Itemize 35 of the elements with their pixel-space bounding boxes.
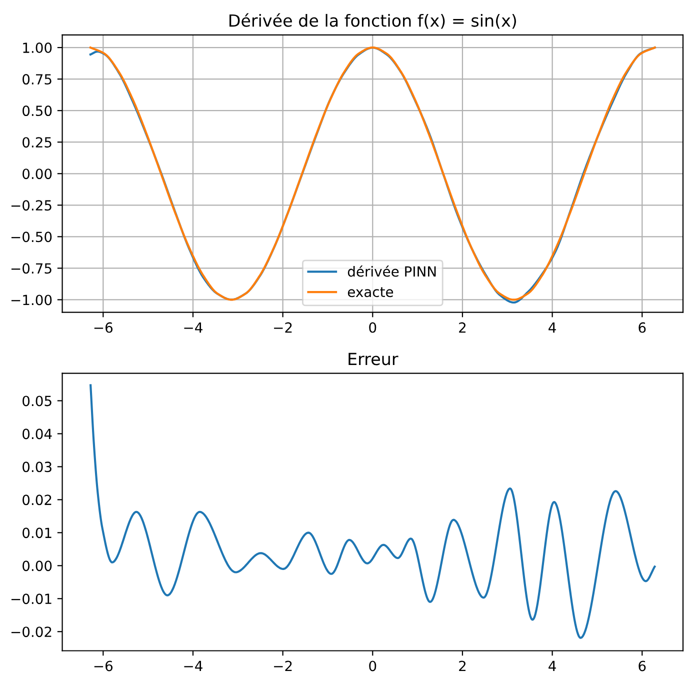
y-tick-label: 0.04 — [22, 428, 52, 440]
x-tick-label: 6 — [638, 660, 646, 672]
y-tick-label: 1.00 — [23, 42, 52, 54]
y-tick-label: −0.50 — [11, 232, 52, 242]
y-tick-label: −0.75 — [11, 263, 52, 274]
y-tick-label: 0.00 — [22, 560, 52, 572]
y-tick-label: 0.02 — [22, 494, 52, 506]
x-tick-label: −4 — [184, 322, 202, 333]
x-tick-label: 6 — [638, 322, 646, 333]
x-tick-label: 2 — [459, 660, 466, 672]
y-tick-label: −0.02 — [11, 626, 52, 638]
y-tick-label: −1.00 — [11, 294, 52, 306]
legend-label: exacte — [348, 287, 394, 298]
y-tick-label: 0.01 — [22, 528, 52, 538]
y-tick-label: 0.50 — [22, 106, 52, 116]
x-tick-label: 4 — [548, 660, 556, 672]
y-tick-label: −0.25 — [11, 200, 52, 211]
x-tick-label: 2 — [459, 322, 466, 333]
x-tick-label: 0 — [369, 322, 376, 333]
x-tick-label: −2 — [274, 322, 292, 333]
x-tick-label: −2 — [274, 660, 292, 672]
x-tick-label: −6 — [94, 660, 113, 672]
y-tick-label: 0.00 — [22, 168, 52, 180]
x-tick-label: 4 — [548, 322, 556, 333]
chart-title: Dérivée de la fonction f(x) = sin(x) — [229, 13, 516, 29]
y-tick-label: 0.03 — [22, 462, 52, 472]
x-tick-label: −4 — [184, 660, 202, 672]
x-tick-label: −6 — [94, 322, 113, 333]
y-tick-label: 0.75 — [22, 74, 52, 85]
y-tick-label: 0.25 — [22, 137, 52, 148]
y-tick-label: −0.01 — [11, 594, 52, 604]
chart-title: Erreur — [348, 352, 398, 366]
x-tick-label: 0 — [369, 660, 376, 672]
y-tick-label: 0.05 — [22, 396, 52, 406]
legend-label: dérivée PINN — [348, 265, 436, 277]
